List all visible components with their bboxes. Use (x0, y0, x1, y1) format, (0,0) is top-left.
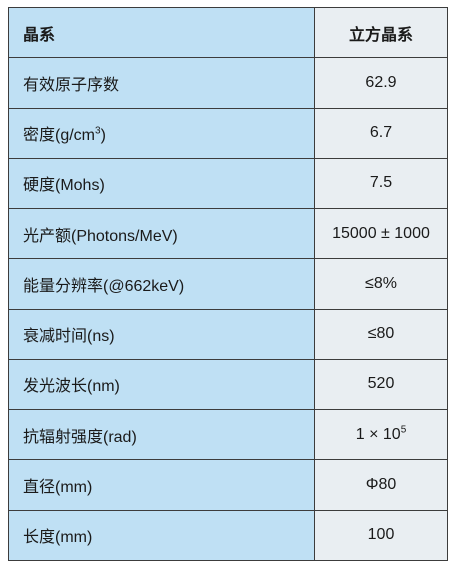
density-label-close: ) (100, 127, 106, 145)
table-row: 密度(g/cm3) 6.7 (8, 107, 448, 159)
row-key-cell: 硬度(Mohs) (8, 157, 315, 210)
table-row: 衰减时间(ns) ≤80 (8, 308, 448, 360)
radiation-value: 1 × 10 (355, 425, 401, 443)
header-key-cell: 晶系 (8, 6, 315, 59)
row-key-cell: 有效原子序数 (8, 57, 315, 109)
table-row: 有效原子序数 62.9 (8, 57, 448, 109)
density-label: 密度(g/cm (23, 127, 96, 145)
table-row: 能量分辨率(@662keV) ≤8% (8, 258, 448, 310)
header-value-cell: 立方晶系 (314, 6, 448, 59)
crystal-properties-table: 晶系 立方晶系 有效原子序数 62.9 密度(g/cm3) 6.7 硬度(Moh… (8, 6, 448, 562)
table-row: 硬度(Mohs) 7.5 (8, 157, 448, 210)
radiation-exponent: 5 (400, 424, 407, 436)
table-row: 光产额(Photons/MeV) 15000 ± 1000 (8, 208, 448, 260)
table-header-row: 晶系 立方晶系 (8, 6, 448, 59)
row-value-cell: 15000 ± 1000 (314, 208, 448, 260)
table-row: 长度(mm) 100 (8, 509, 448, 562)
row-key-cell: 能量分辨率(@662keV) (8, 258, 315, 310)
row-value-cell: 6.7 (314, 107, 448, 159)
row-value-cell: ≤8% (314, 258, 448, 310)
properties-table-container: 晶系 立方晶系 有效原子序数 62.9 密度(g/cm3) 6.7 硬度(Moh… (8, 6, 448, 562)
row-value-cell: Φ80 (314, 459, 448, 511)
table-row: 直径(mm) Φ80 (8, 459, 448, 511)
row-value-cell: 1 × 105 (314, 409, 448, 461)
row-value-cell: ≤80 (314, 308, 448, 360)
row-value-cell: 62.9 (314, 57, 448, 109)
row-key-cell: 密度(g/cm3) (8, 107, 315, 159)
row-key-cell: 直径(mm) (8, 459, 315, 511)
table-row: 发光波长(nm) 520 (8, 358, 448, 411)
row-value-cell: 7.5 (314, 157, 448, 210)
row-value-cell: 520 (314, 358, 448, 411)
density-exponent: 3 (95, 125, 101, 137)
row-value-cell: 100 (314, 509, 448, 562)
row-key-cell: 光产额(Photons/MeV) (8, 208, 315, 260)
row-key-cell: 抗辐射强度(rad) (8, 409, 315, 461)
row-key-cell: 发光波长(nm) (8, 358, 315, 411)
row-key-cell: 衰减时间(ns) (8, 308, 315, 360)
row-key-cell: 长度(mm) (8, 509, 315, 562)
table-row: 抗辐射强度(rad) 1 × 105 (8, 409, 448, 461)
